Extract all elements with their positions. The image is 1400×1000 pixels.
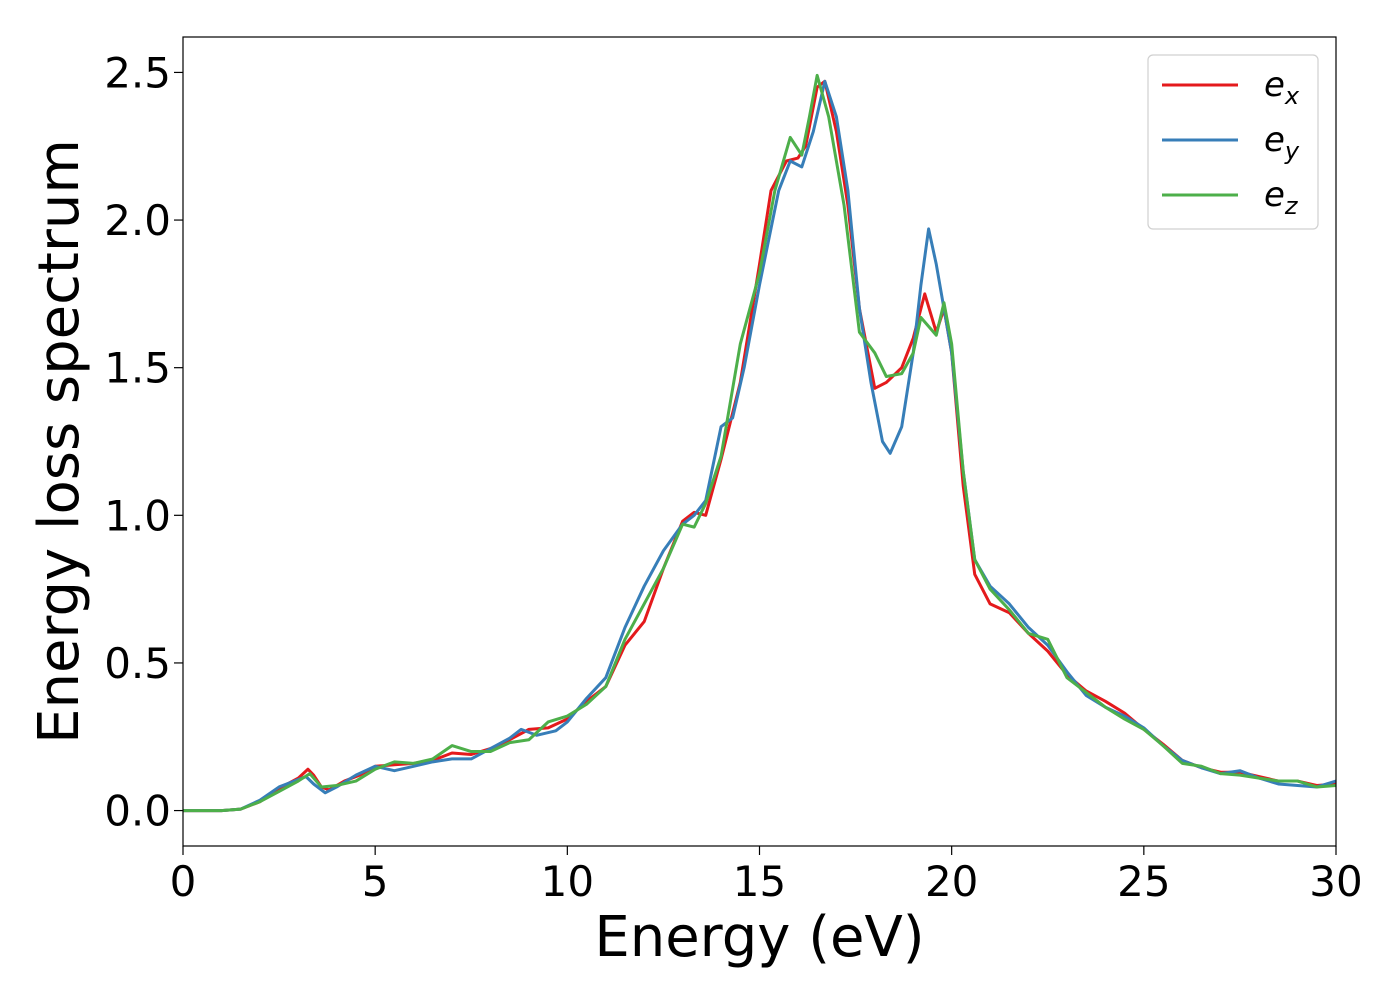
legend-label-x: ex	[1264, 65, 1300, 110]
series-line-z	[183, 73, 1336, 813]
y-axis-label: Energy loss spectrum	[27, 139, 92, 744]
x-tick-label: 5	[362, 857, 389, 906]
y-tick-label: 2.5	[104, 48, 171, 97]
y-tick-label: 1.5	[104, 344, 171, 393]
x-tick-label: 10	[541, 857, 594, 906]
legend-box	[1147, 54, 1319, 230]
axis-ticks: 0 5 10 15 20 25 30 0.0 0.5 1.0 1.5 2.0 2.5	[104, 48, 1363, 906]
x-tick-label: 25	[1117, 857, 1170, 906]
x-tick-label: 30	[1309, 857, 1362, 906]
series-lines	[183, 73, 1336, 813]
x-tick-label: 20	[925, 857, 978, 906]
x-axis-label: Energy (eV)	[594, 905, 924, 970]
x-tick-label: 15	[733, 857, 786, 906]
y-tick-label: 2.0	[104, 196, 171, 245]
x-tick-label: 0	[170, 857, 197, 906]
y-tick-label: 0.0	[104, 787, 171, 836]
y-tick-label: 1.0	[104, 491, 171, 540]
y-tick-label: 0.5	[104, 639, 171, 688]
